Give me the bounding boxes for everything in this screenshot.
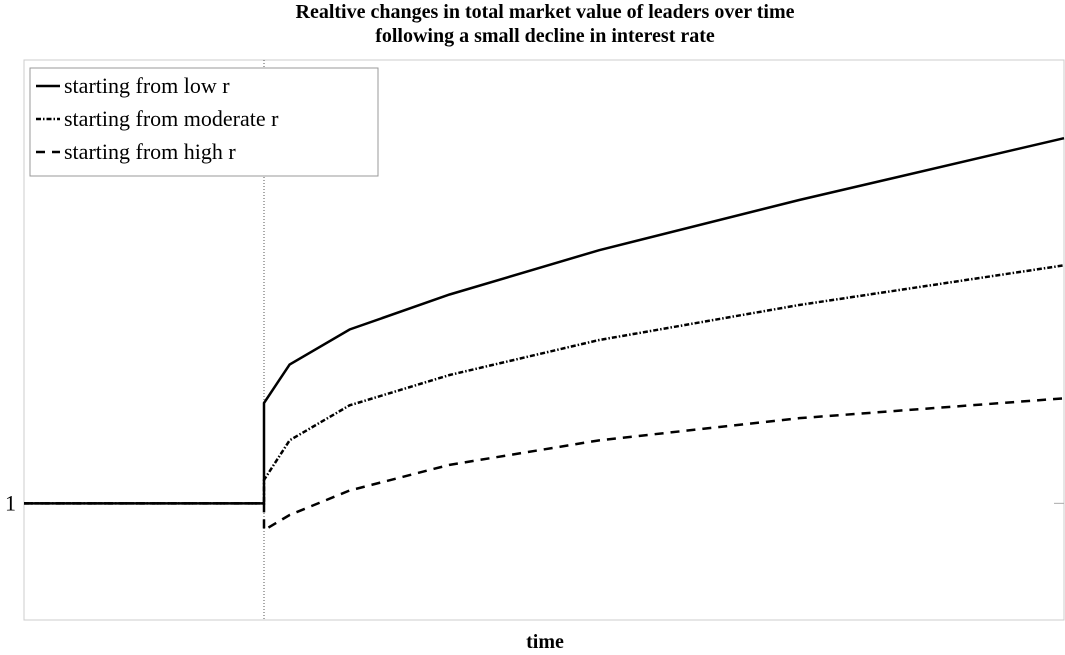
series-line — [24, 136, 1065, 505]
series-line — [24, 397, 1065, 533]
series-line — [24, 264, 1065, 505]
y-tick-label: 1 — [5, 490, 16, 515]
x-axis-label: time — [526, 631, 564, 653]
legend-label: starting from high r — [64, 139, 236, 164]
plot-frame — [23, 59, 1065, 621]
legend-label: starting from low r — [64, 73, 230, 98]
chart-subtitle: following a small decline in interest ra… — [375, 25, 715, 47]
chart-title: Realtive changes in total market value o… — [296, 1, 795, 23]
legend-label: starting from moderate r — [64, 106, 279, 131]
legend-box — [29, 67, 379, 177]
